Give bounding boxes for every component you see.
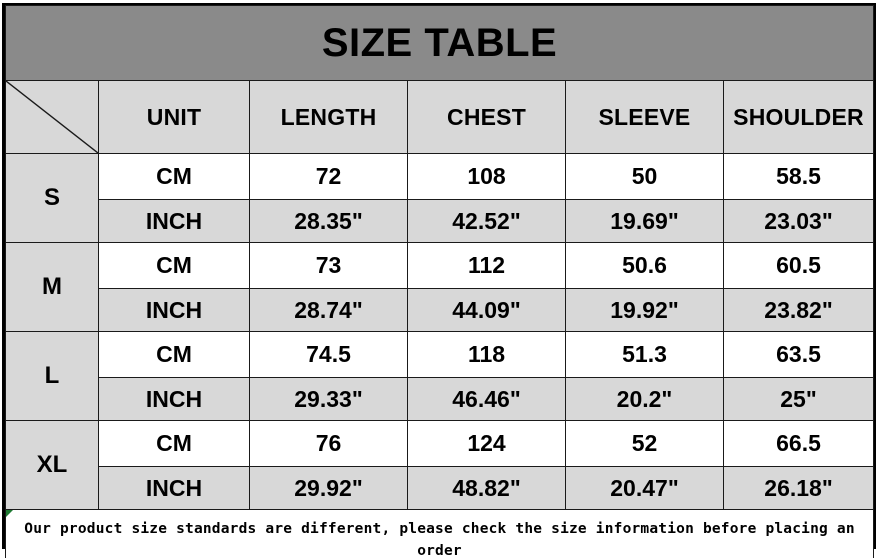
cell-m-inch-shoulder: 23.82" bbox=[722, 288, 875, 332]
table-row: M CM 73 112 50.6 60.5 bbox=[5, 242, 875, 332]
cell-xl-inch-chest: 48.82" bbox=[407, 466, 566, 510]
footer-note-row: Our product size standards are different… bbox=[4, 509, 875, 558]
cell-l-cm-chest: 118 bbox=[407, 331, 566, 378]
cell-l-inch-unit: INCH bbox=[98, 377, 250, 421]
cell-m-cm-unit: CM bbox=[98, 242, 250, 289]
cell-xl-inch-length: 29.92" bbox=[249, 466, 408, 510]
cell-s-cm-chest: 108 bbox=[407, 153, 566, 200]
table-row: INCH 28.74" 44.09" 19.92" 23.82" bbox=[6, 288, 875, 332]
corner-diagonal-cell bbox=[5, 80, 99, 154]
table-row: XL CM 76 124 52 66.5 bbox=[5, 420, 875, 510]
cell-m-cm-shoulder: 60.5 bbox=[722, 242, 875, 289]
cell-s-inch-shoulder: 23.03" bbox=[722, 199, 875, 243]
cell-s-cm-shoulder: 58.5 bbox=[722, 153, 875, 200]
cell-m-cm-sleeve: 50.6 bbox=[565, 242, 724, 289]
cell-m-inch-length: 28.74" bbox=[249, 288, 408, 332]
comment-marker-icon bbox=[6, 510, 13, 517]
title-row: SIZE TABLE bbox=[4, 5, 875, 81]
cell-l-cm-unit: CM bbox=[98, 331, 250, 378]
cell-xl-cm-unit: CM bbox=[98, 420, 250, 467]
footer-note-text: Our product size standards are different… bbox=[24, 520, 855, 558]
column-header-unit: UNIT bbox=[98, 80, 250, 154]
cell-s-inch-unit: INCH bbox=[98, 199, 250, 243]
column-header-chest: CHEST bbox=[407, 80, 566, 154]
cell-m-cm-length: 73 bbox=[249, 242, 408, 289]
size-label-xl: XL bbox=[5, 420, 99, 510]
size-table-container: SIZE TABLE UNIT LENGTH CHEST SLEEVE SHOU… bbox=[2, 3, 876, 558]
size-label-m: M bbox=[5, 242, 99, 332]
cell-s-cm-sleeve: 50 bbox=[565, 153, 724, 200]
cell-m-cm-chest: 112 bbox=[407, 242, 566, 289]
cell-l-cm-length: 74.5 bbox=[249, 331, 408, 378]
cell-xl-inch-unit: INCH bbox=[98, 466, 250, 510]
footer-note-cell: Our product size standards are different… bbox=[4, 509, 875, 558]
column-header-sleeve: SLEEVE bbox=[565, 80, 724, 154]
cell-xl-cm-sleeve: 52 bbox=[565, 420, 724, 467]
cell-xl-inch-sleeve: 20.47" bbox=[565, 466, 724, 510]
cell-xl-cm-shoulder: 66.5 bbox=[722, 420, 875, 467]
cell-m-inch-chest: 44.09" bbox=[407, 288, 566, 332]
cell-s-cm-unit: CM bbox=[98, 153, 250, 200]
size-table: SIZE TABLE UNIT LENGTH CHEST SLEEVE SHOU… bbox=[4, 5, 875, 558]
table-row: S CM 72 108 50 58.5 bbox=[5, 153, 875, 243]
cell-s-cm-length: 72 bbox=[249, 153, 408, 200]
cell-l-inch-chest: 46.46" bbox=[407, 377, 566, 421]
cell-l-cm-sleeve: 51.3 bbox=[565, 331, 724, 378]
diagonal-slash-icon bbox=[6, 81, 98, 153]
cell-xl-inch-shoulder: 26.18" bbox=[722, 466, 875, 510]
page-title: SIZE TABLE bbox=[4, 5, 875, 81]
cell-l-inch-shoulder: 25" bbox=[722, 377, 875, 421]
cell-l-inch-length: 29.33" bbox=[249, 377, 408, 421]
cell-s-inch-chest: 42.52" bbox=[407, 199, 566, 243]
table-row: L CM 74.5 118 51.3 63.5 bbox=[5, 331, 875, 421]
table-row: INCH 29.92" 48.82" 20.47" 26.18" bbox=[6, 466, 875, 510]
cell-m-inch-unit: INCH bbox=[98, 288, 250, 332]
size-label-l: L bbox=[5, 331, 99, 421]
cell-l-cm-shoulder: 63.5 bbox=[722, 331, 875, 378]
cell-s-inch-sleeve: 19.69" bbox=[565, 199, 724, 243]
column-header-shoulder: SHOULDER bbox=[722, 80, 875, 154]
cell-s-inch-length: 28.35" bbox=[249, 199, 408, 243]
cell-l-inch-sleeve: 20.2" bbox=[565, 377, 724, 421]
cell-m-inch-sleeve: 19.92" bbox=[565, 288, 724, 332]
cell-xl-cm-length: 76 bbox=[249, 420, 408, 467]
cell-xl-cm-chest: 124 bbox=[407, 420, 566, 467]
column-header-row: UNIT LENGTH CHEST SLEEVE SHOULDER bbox=[5, 80, 875, 154]
table-row: INCH 29.33" 46.46" 20.2" 25" bbox=[6, 377, 875, 421]
column-header-length: LENGTH bbox=[249, 80, 408, 154]
size-label-s: S bbox=[5, 153, 99, 243]
table-row: INCH 28.35" 42.52" 19.69" 23.03" bbox=[6, 199, 875, 243]
